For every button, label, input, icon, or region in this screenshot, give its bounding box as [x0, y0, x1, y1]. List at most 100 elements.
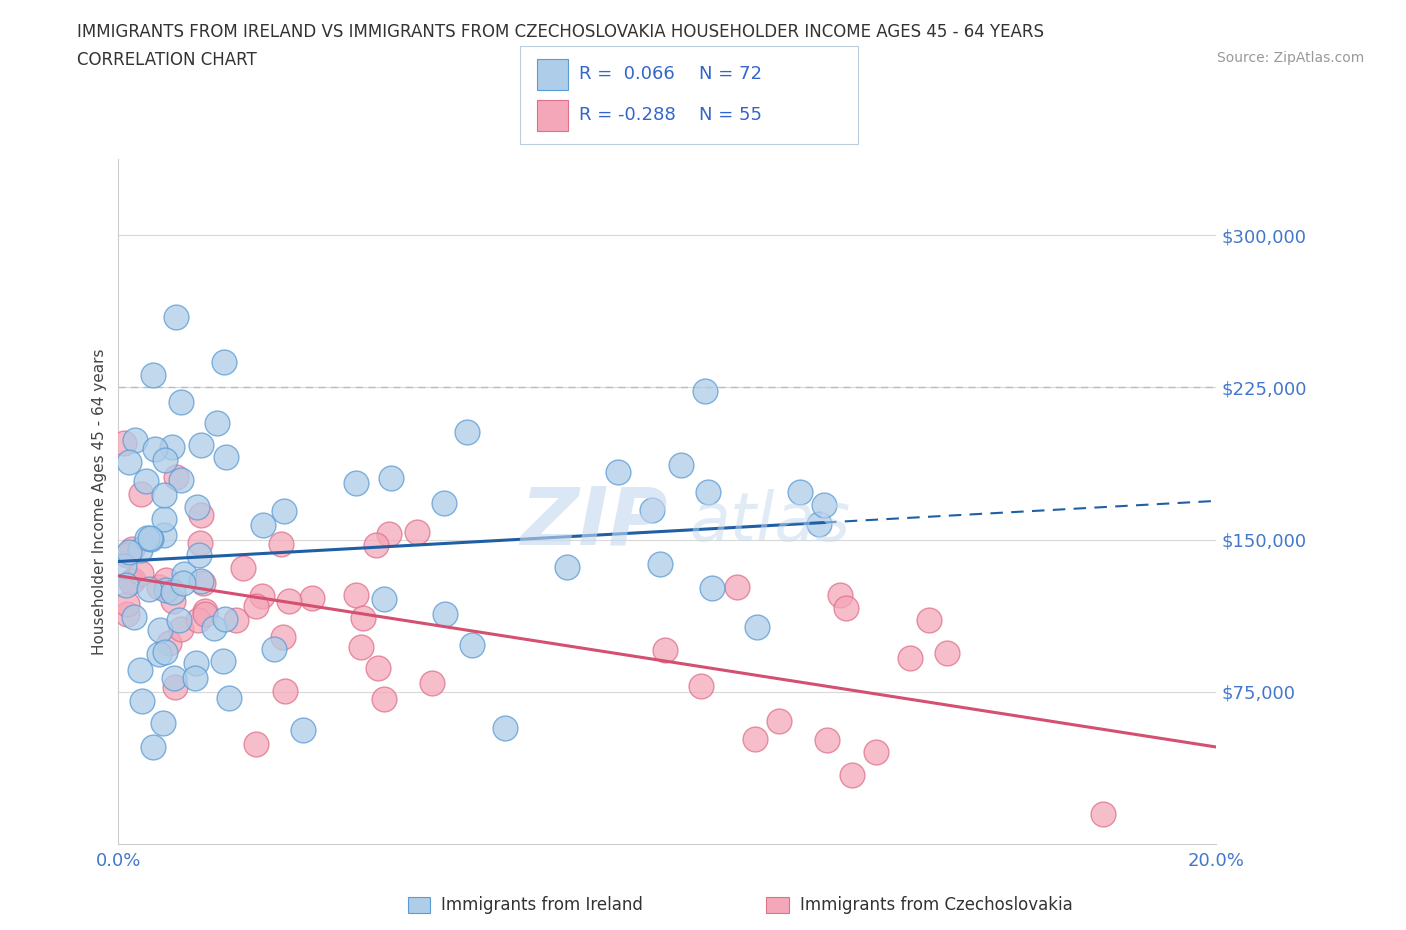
Point: [129, 486, 152, 501]
Point: [935, 646, 957, 661]
Point: [194, 604, 217, 618]
Point: [122, 572, 145, 587]
Point: [494, 721, 516, 736]
Point: [252, 518, 274, 533]
Point: [301, 591, 323, 605]
Point: [367, 661, 389, 676]
Point: [700, 580, 723, 595]
Point: [215, 449, 238, 464]
Text: N = 55: N = 55: [699, 106, 762, 125]
Point: [162, 585, 184, 600]
Point: [121, 542, 143, 557]
Point: [815, 732, 838, 747]
Point: [768, 714, 790, 729]
Point: [155, 452, 177, 467]
Text: atlas: atlas: [689, 489, 851, 555]
Text: R = -0.288: R = -0.288: [579, 106, 676, 125]
Text: Immigrants from Czechoslovakia: Immigrants from Czechoslovakia: [800, 896, 1073, 914]
Point: [918, 613, 941, 628]
Point: [170, 621, 193, 636]
Point: [744, 732, 766, 747]
Point: [373, 591, 395, 606]
Point: [190, 438, 212, 453]
Point: [245, 598, 267, 613]
Point: [352, 611, 374, 626]
Point: [136, 530, 159, 545]
Point: [433, 607, 456, 622]
Point: [191, 576, 214, 591]
Point: [162, 440, 184, 455]
Point: [172, 576, 194, 591]
Point: [456, 424, 478, 439]
Point: [607, 465, 630, 480]
Point: [898, 651, 921, 666]
Point: [157, 636, 180, 651]
Point: [291, 723, 314, 737]
Point: [555, 560, 578, 575]
Point: [807, 516, 830, 531]
Text: N = 72: N = 72: [699, 65, 762, 84]
Point: [142, 740, 165, 755]
Point: [654, 643, 676, 658]
Point: [274, 684, 297, 698]
Point: [433, 496, 456, 511]
Point: [380, 471, 402, 485]
Point: [139, 530, 162, 545]
Point: [277, 594, 299, 609]
Point: [118, 455, 141, 470]
Point: [148, 579, 170, 594]
Point: [153, 645, 176, 660]
Point: [187, 613, 209, 628]
Point: [250, 589, 273, 604]
Point: [183, 671, 205, 685]
Point: [641, 502, 664, 517]
Point: [138, 581, 160, 596]
Point: [135, 473, 157, 488]
Point: [841, 767, 863, 782]
Point: [186, 656, 208, 671]
Point: [225, 613, 247, 628]
Point: [170, 472, 193, 487]
Point: [165, 679, 187, 694]
Text: CORRELATION CHART: CORRELATION CHART: [77, 51, 257, 69]
Point: [124, 432, 146, 447]
Point: [406, 525, 429, 539]
Point: [364, 538, 387, 553]
Point: [129, 565, 152, 580]
Point: [152, 716, 174, 731]
Point: [190, 508, 212, 523]
Point: [273, 504, 295, 519]
Point: [124, 610, 146, 625]
Point: [115, 606, 138, 621]
Point: [232, 561, 254, 576]
Point: [186, 499, 208, 514]
Point: [188, 548, 211, 563]
Point: [813, 498, 835, 512]
Point: [695, 384, 717, 399]
Point: [789, 485, 811, 499]
Point: [669, 457, 692, 472]
Y-axis label: Householder Income Ages 45 - 64 years: Householder Income Ages 45 - 64 years: [93, 349, 107, 655]
Point: [112, 435, 135, 450]
Point: [830, 588, 852, 603]
Point: [865, 744, 887, 759]
Point: [205, 416, 228, 431]
Point: [153, 512, 176, 526]
Point: [835, 601, 858, 616]
Point: [273, 630, 295, 644]
Point: [648, 556, 671, 571]
Point: [378, 526, 401, 541]
Point: [115, 548, 138, 563]
Text: R =  0.066: R = 0.066: [579, 65, 675, 84]
Point: [697, 485, 720, 499]
Text: ZIP: ZIP: [520, 483, 668, 561]
Point: [120, 575, 142, 590]
Point: [202, 620, 225, 635]
Point: [263, 642, 285, 657]
Point: [163, 671, 186, 685]
Point: [128, 543, 150, 558]
Point: [270, 537, 292, 551]
Point: [461, 637, 484, 652]
Point: [115, 596, 138, 611]
Point: [165, 470, 187, 485]
